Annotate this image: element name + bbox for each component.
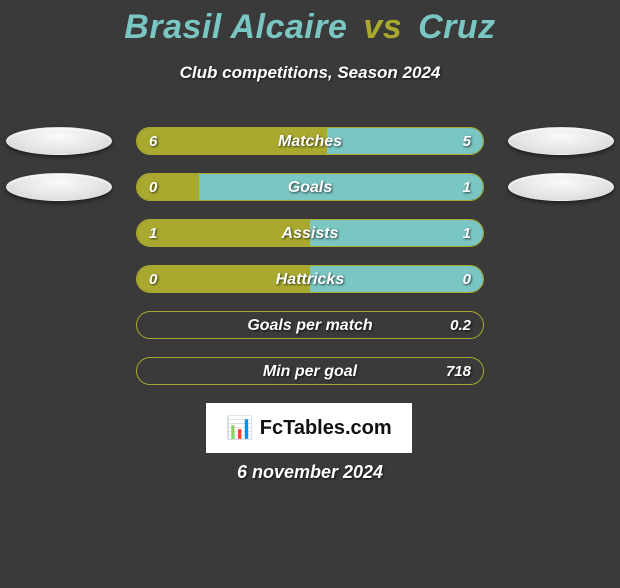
team-badge-right [508,173,614,201]
vs-separator: vs [363,8,402,46]
stat-bar-track: 0.2Goals per match [136,311,484,339]
stat-name: Min per goal [137,358,483,385]
stat-bar-track: 00Hattricks [136,265,484,293]
player1-name: Brasil Alcaire [124,8,347,46]
source-logo: 📊 FcTables.com [206,403,412,453]
stat-row: 11Assists [0,219,620,247]
stat-name: Goals [137,174,483,201]
team-badge-left [6,127,112,155]
stat-row: 01Goals [0,173,620,201]
team-badge-right [508,127,614,155]
stat-bar-track: 01Goals [136,173,484,201]
stat-name: Hattricks [137,266,483,293]
comparison-title: Brasil Alcaire vs Cruz [0,8,620,47]
stat-row: 65Matches [0,127,620,155]
stat-name: Assists [137,220,483,247]
stat-name: Goals per match [137,312,483,339]
stat-row: 00Hattricks [0,265,620,293]
subtitle: Club competitions, Season 2024 [0,63,620,83]
stats-container: 65Matches 01Goals 11Assists 00Hattricks 0.2G… [0,127,620,385]
stat-bar-track: 11Assists [136,219,484,247]
stat-row: 0.2Goals per match [0,311,620,339]
stat-row: 718Min per goal [0,357,620,385]
stat-bar-track: 718Min per goal [136,357,484,385]
logo-text: FcTables.com [260,417,392,440]
team-badge-left [6,173,112,201]
date-label: 6 november 2024 [0,462,620,483]
stat-name: Matches [137,128,483,155]
chart-icon: 📊 [226,415,253,441]
stat-bar-track: 65Matches [136,127,484,155]
player2-name: Cruz [418,8,496,46]
